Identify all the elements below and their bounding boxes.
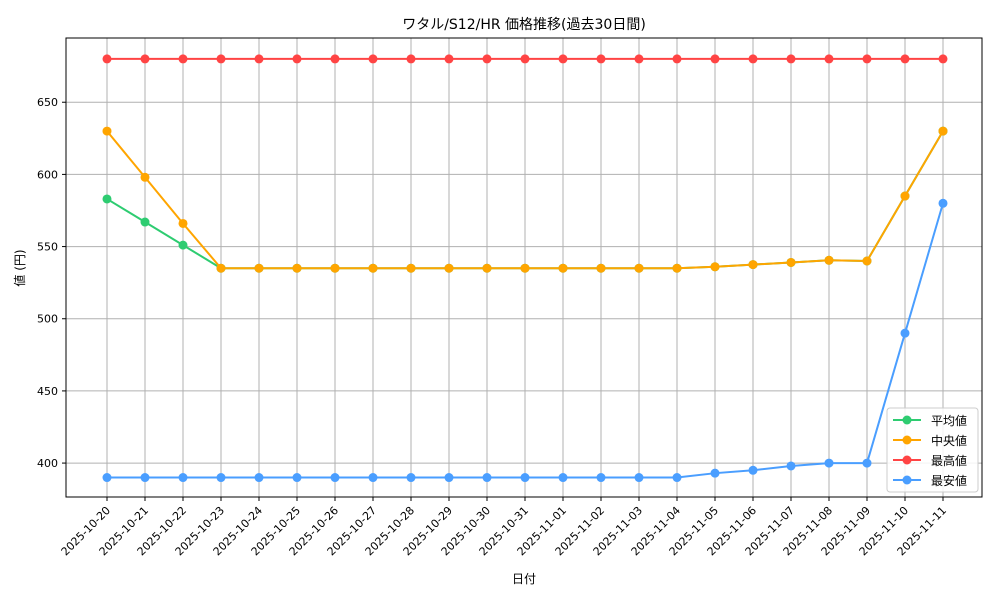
data-point [254, 473, 264, 483]
data-point [140, 473, 150, 483]
data-point [102, 54, 112, 64]
data-point [254, 263, 264, 273]
legend-label: 中央値 [931, 433, 967, 448]
data-point [368, 473, 378, 483]
data-point [634, 54, 644, 64]
legend-marker [902, 415, 912, 425]
data-point [596, 54, 606, 64]
data-point [520, 263, 530, 273]
data-point [786, 54, 796, 64]
series-lines [102, 54, 948, 483]
data-point [140, 217, 150, 227]
data-point [672, 263, 682, 273]
data-point [102, 473, 112, 483]
data-point [558, 473, 568, 483]
data-point [672, 473, 682, 483]
data-point [824, 255, 834, 265]
data-point [102, 194, 112, 204]
data-point [520, 54, 530, 64]
data-point [482, 263, 492, 273]
y-tick-label: 500 [37, 313, 58, 326]
data-point [444, 263, 454, 273]
series-2 [102, 54, 948, 64]
data-point [596, 263, 606, 273]
y-tick-label: 600 [37, 168, 58, 181]
data-point [406, 54, 416, 64]
y-axis-label: 値 (円) [12, 249, 27, 286]
data-point [178, 473, 188, 483]
data-point [520, 473, 530, 483]
data-point [938, 54, 948, 64]
data-point [710, 54, 720, 64]
data-point [406, 473, 416, 483]
data-point [406, 263, 416, 273]
series-3 [102, 198, 948, 483]
data-point [748, 465, 758, 475]
data-point [444, 473, 454, 483]
data-point [140, 172, 150, 182]
legend-marker [902, 475, 912, 485]
legend-box [886, 407, 979, 493]
y-tick-label: 400 [37, 457, 58, 470]
data-point [368, 263, 378, 273]
y-tick-label: 550 [37, 241, 58, 254]
data-point [748, 54, 758, 64]
data-point [558, 263, 568, 273]
data-point [482, 473, 492, 483]
legend-marker [902, 435, 912, 445]
data-point [824, 54, 834, 64]
y-tick-label: 650 [37, 96, 58, 109]
plot-frame [65, 37, 983, 498]
chart-title: ワタル/S12/HR 価格推移(過去30日間) [402, 17, 646, 33]
data-point [710, 468, 720, 478]
data-point [140, 54, 150, 64]
data-point [862, 54, 872, 64]
legend-marker [902, 455, 912, 465]
data-point [216, 54, 226, 64]
data-point [710, 262, 720, 272]
data-point [862, 458, 872, 468]
data-point [178, 240, 188, 250]
legend-label: 平均値 [931, 413, 967, 428]
data-point [368, 54, 378, 64]
data-point [634, 473, 644, 483]
data-point [558, 54, 568, 64]
data-point [938, 126, 948, 136]
series-1 [102, 126, 948, 273]
data-point [596, 473, 606, 483]
data-point [824, 458, 834, 468]
data-point [748, 260, 758, 270]
data-point [672, 54, 682, 64]
data-point [292, 473, 302, 483]
data-point [862, 256, 872, 266]
data-point [292, 263, 302, 273]
data-point [900, 54, 910, 64]
legend-label: 最高値 [931, 453, 967, 468]
data-point [900, 328, 910, 338]
y-tick-label: 450 [37, 385, 58, 398]
data-point [178, 218, 188, 228]
data-point [786, 461, 796, 471]
data-point [330, 263, 340, 273]
legend-label: 最安値 [931, 473, 967, 488]
ticks: 2025-10-202025-10-212025-10-222025-10-23… [37, 96, 949, 558]
data-point [292, 54, 302, 64]
data-point [330, 54, 340, 64]
data-point [786, 257, 796, 267]
data-point [482, 54, 492, 64]
data-point [254, 54, 264, 64]
data-point [938, 198, 948, 208]
x-axis-label: 日付 [512, 572, 536, 586]
data-point [444, 54, 454, 64]
data-point [102, 126, 112, 136]
data-point [216, 473, 226, 483]
data-point [178, 54, 188, 64]
data-point [900, 191, 910, 201]
data-point [216, 263, 226, 273]
data-point [330, 473, 340, 483]
data-point [634, 263, 644, 273]
